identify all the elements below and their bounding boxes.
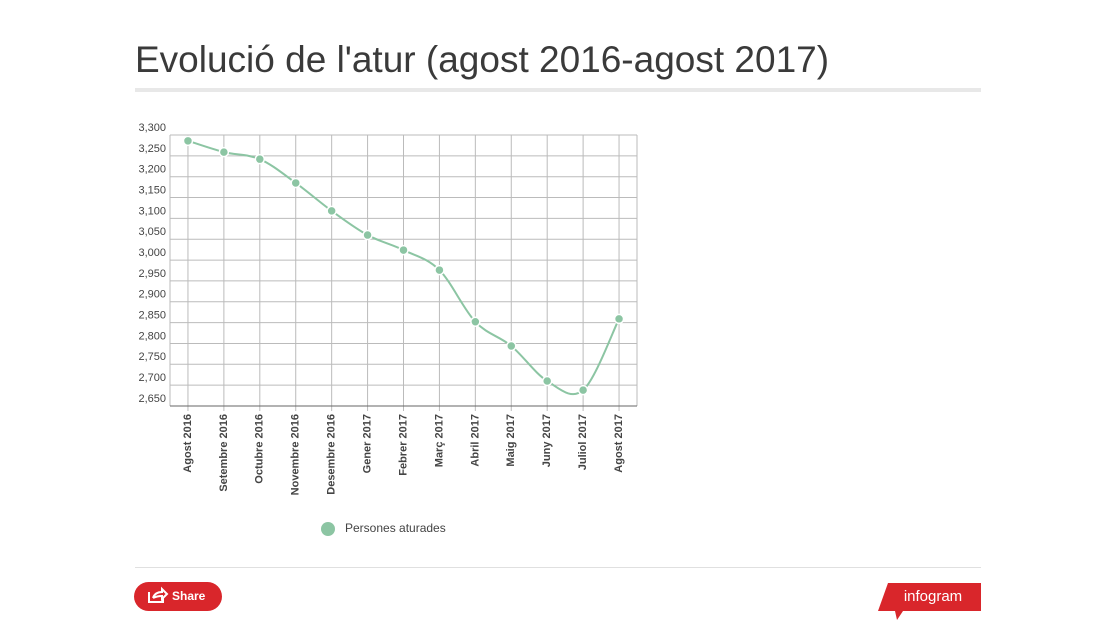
y-tick-label: 3,150 xyxy=(138,184,166,196)
data-point xyxy=(362,229,373,241)
data-point xyxy=(290,177,301,189)
x-tick-label: Juny 2017 xyxy=(541,414,553,467)
x-tick-label: Desembre 2016 xyxy=(326,414,338,495)
y-tick-label: 3,000 xyxy=(138,247,166,259)
brand-badge[interactable] xyxy=(878,583,981,620)
y-tick-label: 2,650 xyxy=(138,393,166,405)
x-tick-label: Gener 2017 xyxy=(361,414,373,473)
y-tick-label: 3,250 xyxy=(138,143,166,155)
footer-rule xyxy=(135,567,981,568)
y-tick-label: 2,800 xyxy=(138,330,166,342)
title-rule xyxy=(135,88,981,92)
y-tick-label: 3,100 xyxy=(138,205,166,217)
x-tick-label: Maig 2017 xyxy=(505,414,517,467)
y-tick-label: 2,850 xyxy=(138,310,166,322)
chart-title: Evolució de l'atur (agost 2016-agost 201… xyxy=(135,39,829,80)
data-point xyxy=(577,384,589,396)
x-tick-label: Març 2017 xyxy=(433,414,445,467)
y-tick-label: 2,900 xyxy=(138,289,166,301)
x-tick-label: Agost 2016 xyxy=(182,414,194,473)
y-tick-label: 2,950 xyxy=(138,268,166,280)
data-point xyxy=(613,313,625,325)
brand-label[interactable]: infogram xyxy=(904,588,962,605)
data-point xyxy=(326,205,337,217)
legend-marker xyxy=(321,522,335,536)
data-point xyxy=(182,135,194,147)
data-point xyxy=(434,264,445,276)
data-point xyxy=(470,316,481,328)
data-point xyxy=(254,153,266,165)
x-tick-label: Novembre 2016 xyxy=(290,414,302,495)
x-tick-label: Setembre 2016 xyxy=(218,414,230,492)
x-tick-label: Abril 2017 xyxy=(469,414,481,467)
share-icon xyxy=(148,586,169,603)
x-tick-label: Febrer 2017 xyxy=(397,414,409,476)
y-tick-label: 2,700 xyxy=(138,372,166,384)
data-point xyxy=(218,146,230,158)
share-bg[interactable] xyxy=(134,582,222,611)
y-tick-label: 3,200 xyxy=(138,164,166,176)
y-tick-label: 2,750 xyxy=(138,351,166,363)
share-label[interactable]: Share xyxy=(172,589,206,603)
data-point xyxy=(541,375,553,387)
x-tick-label: Juliol 2017 xyxy=(577,414,589,470)
share-button[interactable]: Share xyxy=(134,582,222,611)
data-point xyxy=(506,340,517,352)
x-tick-label: Agost 2017 xyxy=(613,414,625,473)
legend-label: Persones aturades xyxy=(345,521,446,535)
x-tick-label: Octubre 2016 xyxy=(254,414,266,484)
y-tick-label: 3,050 xyxy=(138,226,166,238)
y-tick-label: 3,300 xyxy=(138,122,166,134)
data-point xyxy=(398,244,409,256)
